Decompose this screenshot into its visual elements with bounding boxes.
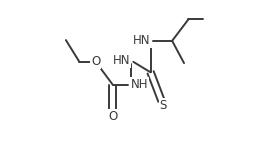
Text: HN: HN [133,34,151,47]
Text: NH: NH [131,78,148,91]
Text: S: S [160,99,167,112]
Text: HN: HN [113,54,131,67]
Text: O: O [91,55,100,68]
Text: O: O [108,110,117,123]
